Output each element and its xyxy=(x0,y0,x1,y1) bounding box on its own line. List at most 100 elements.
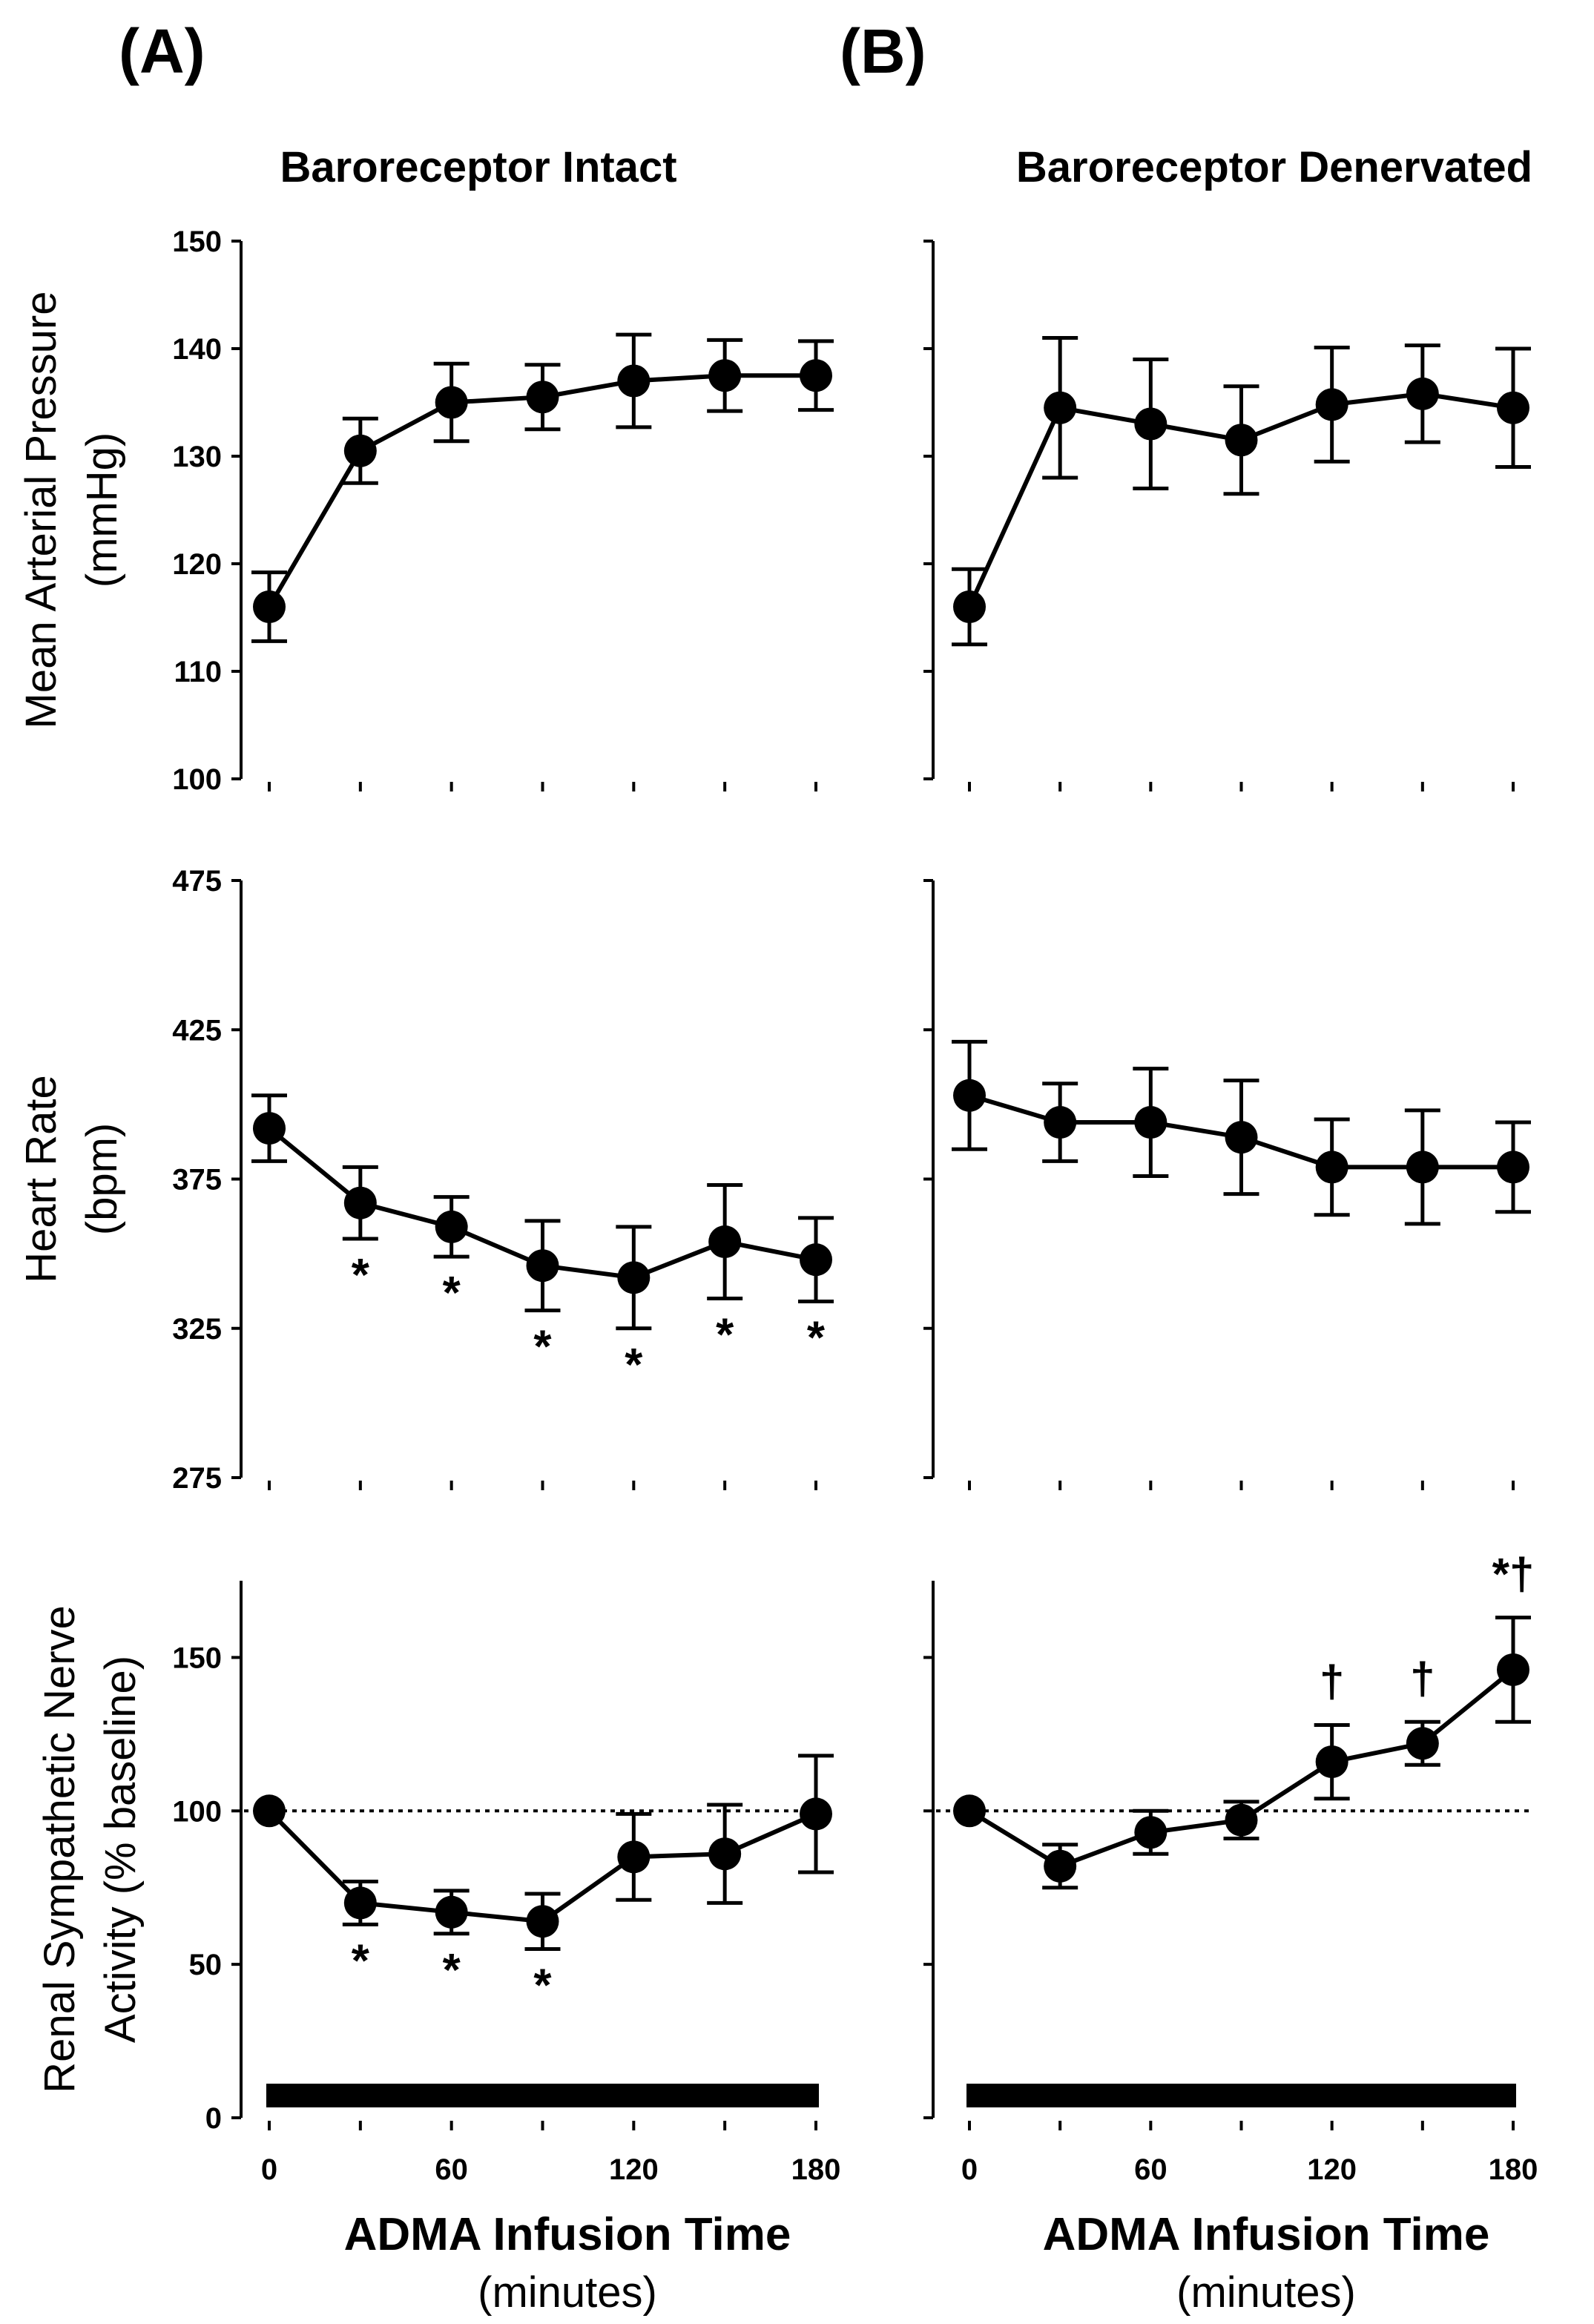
y-axis-title: Renal Sympathetic Nerve xyxy=(36,1605,84,2093)
y-tick-label: 140 xyxy=(172,333,222,366)
panel-letter-a: (A) xyxy=(119,16,205,86)
data-point-pa3-180 xyxy=(800,1797,832,1831)
data-point-pb1-150 xyxy=(1406,377,1439,410)
x-axis-title: ADMA Infusion Time xyxy=(344,2209,791,2260)
x-axis-title: ADMA Infusion Time xyxy=(1043,2209,1490,2260)
data-point-pb1-90 xyxy=(1225,424,1258,457)
data-point-pa2-0 xyxy=(253,1112,286,1145)
data-point-pa2-90 xyxy=(526,1249,559,1283)
y-tick-label: 50 xyxy=(189,1949,223,1981)
significance-marker: * xyxy=(352,1935,370,1986)
data-point-pb3-120 xyxy=(1315,1745,1348,1779)
data-point-pa1-0 xyxy=(253,590,286,623)
y-tick-label: 100 xyxy=(172,1795,222,1828)
column-title-intact: Baroreceptor Intact xyxy=(280,143,676,191)
significance-marker: † xyxy=(1410,1653,1435,1703)
x-tick-label: 180 xyxy=(1489,2153,1538,2186)
y-axis-unit: (mmHg) xyxy=(78,432,126,587)
data-point-pb2-0 xyxy=(953,1079,986,1112)
data-point-pb3-90 xyxy=(1225,1803,1258,1837)
data-point-pb1-120 xyxy=(1315,388,1348,421)
data-point-pb3-30 xyxy=(1044,1849,1077,1883)
x-axis-subtitle: (minutes) xyxy=(478,2268,657,2317)
column-title-denervated: Baroreceptor Denervated xyxy=(1016,143,1532,191)
data-point-pa1-120 xyxy=(617,364,651,398)
panel-a-row-1: 100 110 120 130 140 150 Mean Arterial Pressure… xyxy=(17,226,834,796)
data-point-pa3-90 xyxy=(526,1905,559,1938)
y-axis-unit: Activity (% baseline) xyxy=(96,1656,145,2043)
x-axis-subtitle: (minutes) xyxy=(1176,2268,1356,2317)
panel-b-row-1 xyxy=(923,240,1531,791)
data-point-pb1-30 xyxy=(1044,391,1077,424)
data-point-pb2-120 xyxy=(1315,1151,1348,1184)
x-tick-label: 0 xyxy=(961,2153,978,2186)
data-point-pa2-180 xyxy=(800,1243,832,1277)
data-point-pa1-150 xyxy=(708,359,742,392)
infusion-bar xyxy=(966,2084,1516,2107)
x-tick-label: 60 xyxy=(435,2153,468,2186)
significance-marker: † xyxy=(1320,1656,1344,1706)
data-point-pb3-0 xyxy=(953,1794,986,1828)
significance-marker: * xyxy=(533,1322,552,1373)
y-tick-label: 275 xyxy=(172,1462,222,1495)
panel-b-row-2 xyxy=(923,879,1531,1490)
data-point-pa3-30 xyxy=(343,1886,377,1920)
y-tick-label: 0 xyxy=(205,2102,222,2135)
data-point-pb2-30 xyxy=(1044,1106,1077,1139)
data-point-pa2-30 xyxy=(343,1186,377,1219)
data-point-pb1-180 xyxy=(1497,391,1529,424)
data-point-pa1-90 xyxy=(526,381,559,414)
x-tick-label: 60 xyxy=(1134,2153,1167,2186)
y-axis-title: Heart Rate xyxy=(17,1075,65,1283)
panel-b-row-3: † † *† xyxy=(923,1550,1534,2130)
data-point-pa1-180 xyxy=(800,359,832,392)
y-tick-label: 110 xyxy=(174,656,222,688)
significance-marker: * xyxy=(443,1268,461,1319)
data-point-pa2-150 xyxy=(708,1225,742,1259)
y-tick-label: 100 xyxy=(172,763,222,796)
data-point-pb2-60 xyxy=(1134,1106,1167,1139)
data-point-pa3-120 xyxy=(617,1840,651,1874)
data-point-pb1-0 xyxy=(953,590,986,623)
infusion-bar xyxy=(266,2084,819,2107)
y-tick-label: 425 xyxy=(172,1014,222,1047)
significance-marker: * xyxy=(807,1313,826,1364)
x-tick-label: 180 xyxy=(791,2153,841,2186)
y-tick-label: 150 xyxy=(172,1642,222,1674)
data-point-pb2-150 xyxy=(1406,1151,1439,1184)
y-tick-label: 120 xyxy=(172,548,222,581)
data-point-pa3-0 xyxy=(253,1794,286,1828)
data-point-pb2-180 xyxy=(1497,1151,1529,1184)
significance-marker: * xyxy=(352,1250,370,1301)
data-point-pb3-60 xyxy=(1134,1816,1167,1849)
data-point-pa3-150 xyxy=(708,1837,742,1871)
significance-marker: * xyxy=(625,1340,643,1391)
y-tick-label: 325 xyxy=(172,1313,222,1346)
data-point-pa3-60 xyxy=(435,1895,468,1929)
y-tick-label: 130 xyxy=(172,441,222,473)
panel-a-row-3: 0 50 100 150 Renal Sympathetic Nerve Activity… xyxy=(36,1581,834,2135)
panels-group: 100 110 120 130 140 150 Mean Arterial Pressure… xyxy=(17,226,1534,2135)
significance-marker: * xyxy=(443,1945,461,1996)
y-tick-label: 375 xyxy=(172,1164,222,1196)
data-point-pb3-150 xyxy=(1406,1727,1439,1760)
data-point-pa1-60 xyxy=(435,386,468,419)
x-tick-label: 0 xyxy=(261,2153,277,2186)
data-point-pb2-90 xyxy=(1225,1121,1258,1154)
significance-marker: *† xyxy=(1492,1550,1535,1599)
data-point-pa1-30 xyxy=(343,434,377,467)
y-tick-label: 150 xyxy=(172,226,222,258)
y-tick-label: 475 xyxy=(172,865,222,898)
x-tick-label: 120 xyxy=(609,2153,659,2186)
data-point-pa2-60 xyxy=(435,1210,468,1243)
data-point-pb3-180 xyxy=(1497,1653,1529,1686)
x-tick-label: 120 xyxy=(1307,2153,1357,2186)
y-axis-unit: (bpm) xyxy=(78,1123,126,1235)
significance-marker: * xyxy=(716,1310,734,1361)
significance-marker: * xyxy=(533,1960,552,2011)
panel-letter-b: (B) xyxy=(840,16,926,86)
panel-a-row-2: 275 325 375 425 475 Heart Rate (bpm) * * * * * * xyxy=(17,865,834,1495)
data-point-pb1-60 xyxy=(1134,407,1167,441)
